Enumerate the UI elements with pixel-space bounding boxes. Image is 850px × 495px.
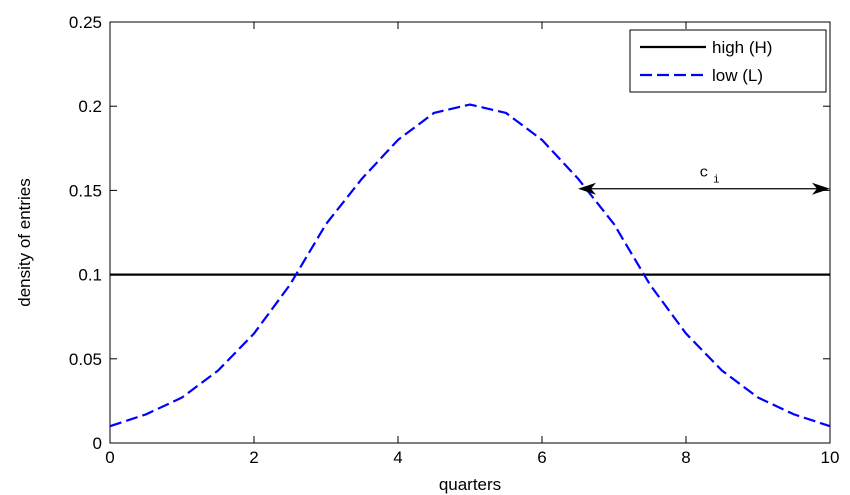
y-tick-label: 0.05 <box>69 350 102 369</box>
annotation-arrowhead-right <box>812 182 830 195</box>
series-layer <box>109 103 831 428</box>
y-axis-label: density of entries <box>15 178 34 307</box>
annotation-arrowhead-left <box>578 182 596 195</box>
legend: high (H) low (L) <box>629 29 827 93</box>
y-tick-label: 0.15 <box>69 181 102 200</box>
y-tick-label: 0 <box>93 434 102 453</box>
legend-label-2: low (L) <box>712 66 763 85</box>
x-tick-label: 8 <box>681 448 690 467</box>
x-tick-label: 10 <box>821 448 840 467</box>
legend-box <box>629 29 827 93</box>
x-axis-label: quarters <box>439 475 501 494</box>
series-line-2 <box>109 103 831 428</box>
x-tick-label: 6 <box>537 448 546 467</box>
y-tick-label: 0.1 <box>78 266 102 285</box>
x-tick-label: 0 <box>105 448 114 467</box>
annotation-subscript: i <box>713 175 720 187</box>
y-tick-label: 0.25 <box>69 13 102 32</box>
y-tick-label: 0.2 <box>78 97 102 116</box>
axis-ticks: 0 2 4 6 8 10 0 0.05 0.1 0.15 0.2 0.25 <box>69 13 840 467</box>
annotation-label: c <box>699 165 708 182</box>
legend-label-1: high (H) <box>712 38 772 57</box>
x-tick-label: 2 <box>249 448 258 467</box>
x-tick-label: 4 <box>393 448 402 467</box>
